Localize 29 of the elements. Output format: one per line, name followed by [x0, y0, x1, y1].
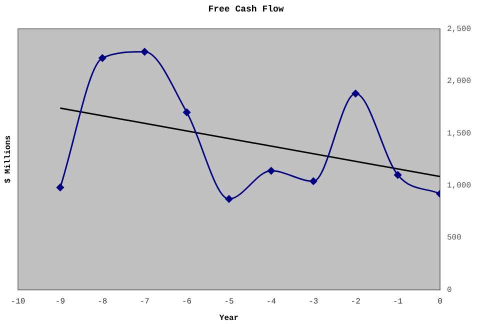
y-tick-label: 500: [446, 234, 462, 243]
point: [140, 48, 148, 56]
point: [225, 195, 233, 203]
x-tick-label: -8: [98, 298, 108, 307]
chart-title: Free Cash Flow: [208, 4, 284, 15]
x-tick-label: -6: [182, 298, 192, 307]
point: [183, 108, 191, 116]
x-tick-label: -9: [55, 298, 66, 307]
x-tick-label: -4: [266, 298, 276, 307]
point: [310, 177, 318, 185]
x-tick-label: -5: [224, 298, 234, 307]
y-tick-label: 2,500: [446, 24, 472, 34]
x-axis-title: Year: [219, 314, 239, 324]
point: [98, 54, 106, 62]
x-tick-label: 0: [438, 298, 443, 307]
x-tick-label: -2: [350, 298, 361, 307]
y-tick-label: 1,000: [446, 182, 472, 191]
point: [352, 90, 360, 98]
point: [56, 184, 64, 192]
x-tick-label: -10: [10, 298, 26, 307]
x-tick-label: -1: [392, 298, 403, 307]
x-tick-label: -3: [308, 298, 318, 307]
point: [267, 167, 275, 175]
y-tick-label: 0: [446, 286, 452, 295]
point: [394, 171, 402, 179]
x-tick-label: -7: [140, 298, 150, 307]
y-tick-label: 2,000: [446, 77, 472, 86]
y-axis-title: $ Millions: [4, 135, 14, 184]
y-tick-label: 1,500: [446, 129, 472, 138]
